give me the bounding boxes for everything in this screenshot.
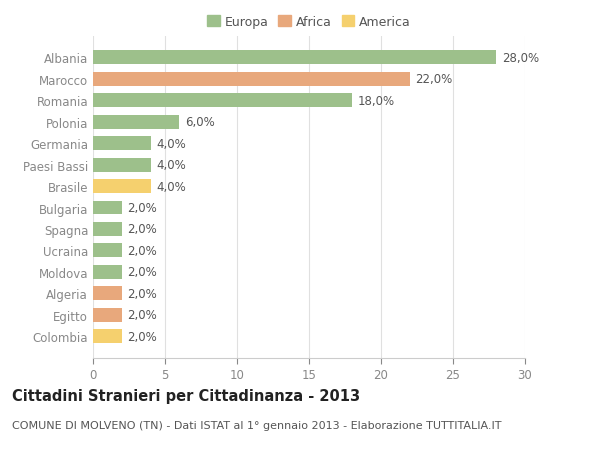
Legend: Europa, Africa, America: Europa, Africa, America: [202, 11, 416, 34]
Text: COMUNE DI MOLVENO (TN) - Dati ISTAT al 1° gennaio 2013 - Elaborazione TUTTITALIA: COMUNE DI MOLVENO (TN) - Dati ISTAT al 1…: [12, 420, 502, 430]
Bar: [93, 158, 151, 172]
Bar: [93, 308, 122, 322]
Text: 2,0%: 2,0%: [128, 308, 157, 322]
Bar: [93, 180, 151, 194]
Text: 4,0%: 4,0%: [157, 180, 186, 193]
Bar: [93, 73, 410, 87]
Text: 22,0%: 22,0%: [416, 73, 453, 86]
Bar: [93, 116, 179, 129]
Bar: [93, 201, 122, 215]
Text: 4,0%: 4,0%: [157, 137, 186, 151]
Text: 18,0%: 18,0%: [358, 95, 395, 107]
Text: 2,0%: 2,0%: [128, 287, 157, 300]
Text: 2,0%: 2,0%: [128, 223, 157, 236]
Bar: [93, 330, 122, 343]
Bar: [93, 287, 122, 301]
Bar: [93, 244, 122, 258]
Text: 4,0%: 4,0%: [157, 159, 186, 172]
Text: Cittadini Stranieri per Cittadinanza - 2013: Cittadini Stranieri per Cittadinanza - 2…: [12, 388, 360, 403]
Bar: [93, 137, 151, 151]
Text: 6,0%: 6,0%: [185, 116, 215, 129]
Text: 28,0%: 28,0%: [502, 52, 539, 65]
Bar: [93, 94, 352, 108]
Text: 2,0%: 2,0%: [128, 266, 157, 279]
Bar: [93, 51, 496, 65]
Bar: [93, 265, 122, 279]
Text: 2,0%: 2,0%: [128, 244, 157, 257]
Text: 2,0%: 2,0%: [128, 330, 157, 343]
Bar: [93, 223, 122, 236]
Text: 2,0%: 2,0%: [128, 202, 157, 214]
